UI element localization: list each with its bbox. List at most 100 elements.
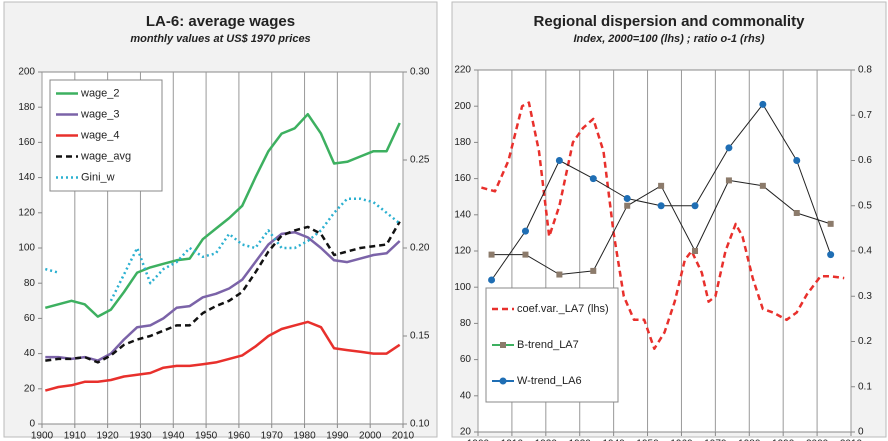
marker <box>759 182 766 189</box>
x-tick-label: 1980 <box>293 431 316 441</box>
x-tick-label: 2010 <box>392 431 415 441</box>
marker <box>488 251 495 258</box>
marker <box>555 157 563 164</box>
marker <box>793 157 801 164</box>
marker <box>827 220 834 227</box>
x-tick-label: 1960 <box>228 431 251 441</box>
series-line <box>44 197 401 302</box>
y-tick-label: 40 <box>24 348 36 359</box>
x-tick-label: 2000 <box>806 439 829 441</box>
y2-tick-label: 0.5 <box>858 200 872 211</box>
x-tick-label: 1990 <box>326 431 349 441</box>
y2-tick-label: 0.2 <box>858 336 872 347</box>
x-tick-label: 1970 <box>704 439 727 441</box>
legend-label: coef.var._LA7 (lhs) <box>517 303 609 315</box>
y2-tick-label: 0.6 <box>858 155 872 166</box>
y2-tick-label: 0.3 <box>858 291 872 302</box>
x-tick-label: 1940 <box>603 439 626 441</box>
y-tick-label: 20 <box>460 427 472 438</box>
chart: Regional dispersion and commonality Index… <box>451 1 887 441</box>
x-tick-label: 1920 <box>535 439 558 441</box>
legend-marker <box>500 342 506 348</box>
x-tick-label: 1910 <box>64 431 87 441</box>
chart-subtitle: Index, 2000=100 (lhs) ; ratio o-1 (rhs) <box>573 33 764 45</box>
y-tick-label: 180 <box>18 102 35 113</box>
marker <box>589 175 597 183</box>
y-tick-label: 0 <box>29 419 35 430</box>
y-tick-label: 40 <box>460 390 472 401</box>
y-tick-label: 160 <box>18 137 35 148</box>
x-tick-label: 1900 <box>467 439 490 441</box>
y-tick-label: 140 <box>454 209 471 220</box>
x-tick-label: 2000 <box>359 431 382 441</box>
series-line <box>44 320 401 392</box>
marker <box>590 267 597 274</box>
marker <box>827 251 835 259</box>
y-tick-label: 80 <box>24 278 36 289</box>
y-tick-label: 180 <box>454 137 471 148</box>
y2-tick-label: 0.15 <box>410 331 430 342</box>
legend-label: wage_3 <box>80 108 120 120</box>
marker <box>725 177 732 184</box>
chart-title: Regional dispersion and commonality <box>534 13 806 30</box>
marker <box>624 202 631 209</box>
chart: LA-6: average wages monthly values at US$… <box>3 1 438 441</box>
marker <box>793 209 800 216</box>
y-tick-label: 100 <box>18 243 35 254</box>
x-tick-label: 1900 <box>31 431 54 441</box>
marker <box>488 276 496 284</box>
y-tick-label: 200 <box>454 101 471 112</box>
legend-label: B-trend_LA7 <box>517 339 579 351</box>
y2-tick-label: 0.8 <box>858 65 872 76</box>
y-tick-label: 20 <box>24 383 36 394</box>
y2-tick-label: 0.30 <box>410 67 430 78</box>
x-tick-label: 1910 <box>501 439 524 441</box>
y2-tick-label: 0.20 <box>410 243 430 254</box>
y2-tick-label: 0 <box>858 427 864 438</box>
y2-tick-label: 0.25 <box>410 155 430 166</box>
chart-subtitle: monthly values at US$ 1970 prices <box>130 33 310 45</box>
chart-title: LA-6: average wages <box>146 13 295 30</box>
legend-label: W-trend_LA6 <box>517 375 582 387</box>
y-tick-label: 140 <box>18 172 35 183</box>
x-tick-label: 1970 <box>261 431 284 441</box>
y-tick-label: 60 <box>460 354 472 365</box>
x-tick-label: 1950 <box>636 439 659 441</box>
legend-marker <box>499 377 507 385</box>
legend-label: Gini_w <box>81 171 115 183</box>
y2-tick-label: 0.10 <box>410 419 430 430</box>
x-tick-label: 2010 <box>840 439 863 441</box>
marker <box>691 202 699 210</box>
series-line <box>45 220 401 364</box>
y-tick-label: 100 <box>454 282 471 293</box>
x-tick-label: 1940 <box>162 431 185 441</box>
marker <box>692 248 699 254</box>
y-tick-label: 60 <box>24 313 36 324</box>
x-tick-label: 1930 <box>129 431 152 441</box>
marker <box>522 251 529 258</box>
y-tick-label: 200 <box>18 67 35 78</box>
marker <box>657 202 665 210</box>
y-tick-label: 80 <box>460 318 472 329</box>
x-tick-label: 1960 <box>670 439 693 441</box>
y-tick-label: 120 <box>454 246 471 257</box>
x-tick-label: 1950 <box>195 431 218 441</box>
legend-label: wage_2 <box>80 87 120 99</box>
marker <box>759 100 767 108</box>
marker <box>725 144 733 152</box>
marker <box>658 182 665 189</box>
x-tick-label: 1930 <box>569 439 592 441</box>
y-tick-label: 160 <box>454 173 471 184</box>
y-tick-label: 220 <box>454 65 471 76</box>
marker <box>556 271 563 278</box>
legend-label: wage_avg <box>80 150 131 162</box>
y-tick-label: 120 <box>18 207 35 218</box>
marker <box>623 195 631 203</box>
y2-tick-label: 0.4 <box>858 246 872 257</box>
legend-label: wage_4 <box>80 129 120 141</box>
marker <box>521 227 529 235</box>
y2-tick-label: 0.1 <box>858 381 872 392</box>
x-tick-label: 1980 <box>738 439 761 441</box>
series-line <box>481 101 845 350</box>
